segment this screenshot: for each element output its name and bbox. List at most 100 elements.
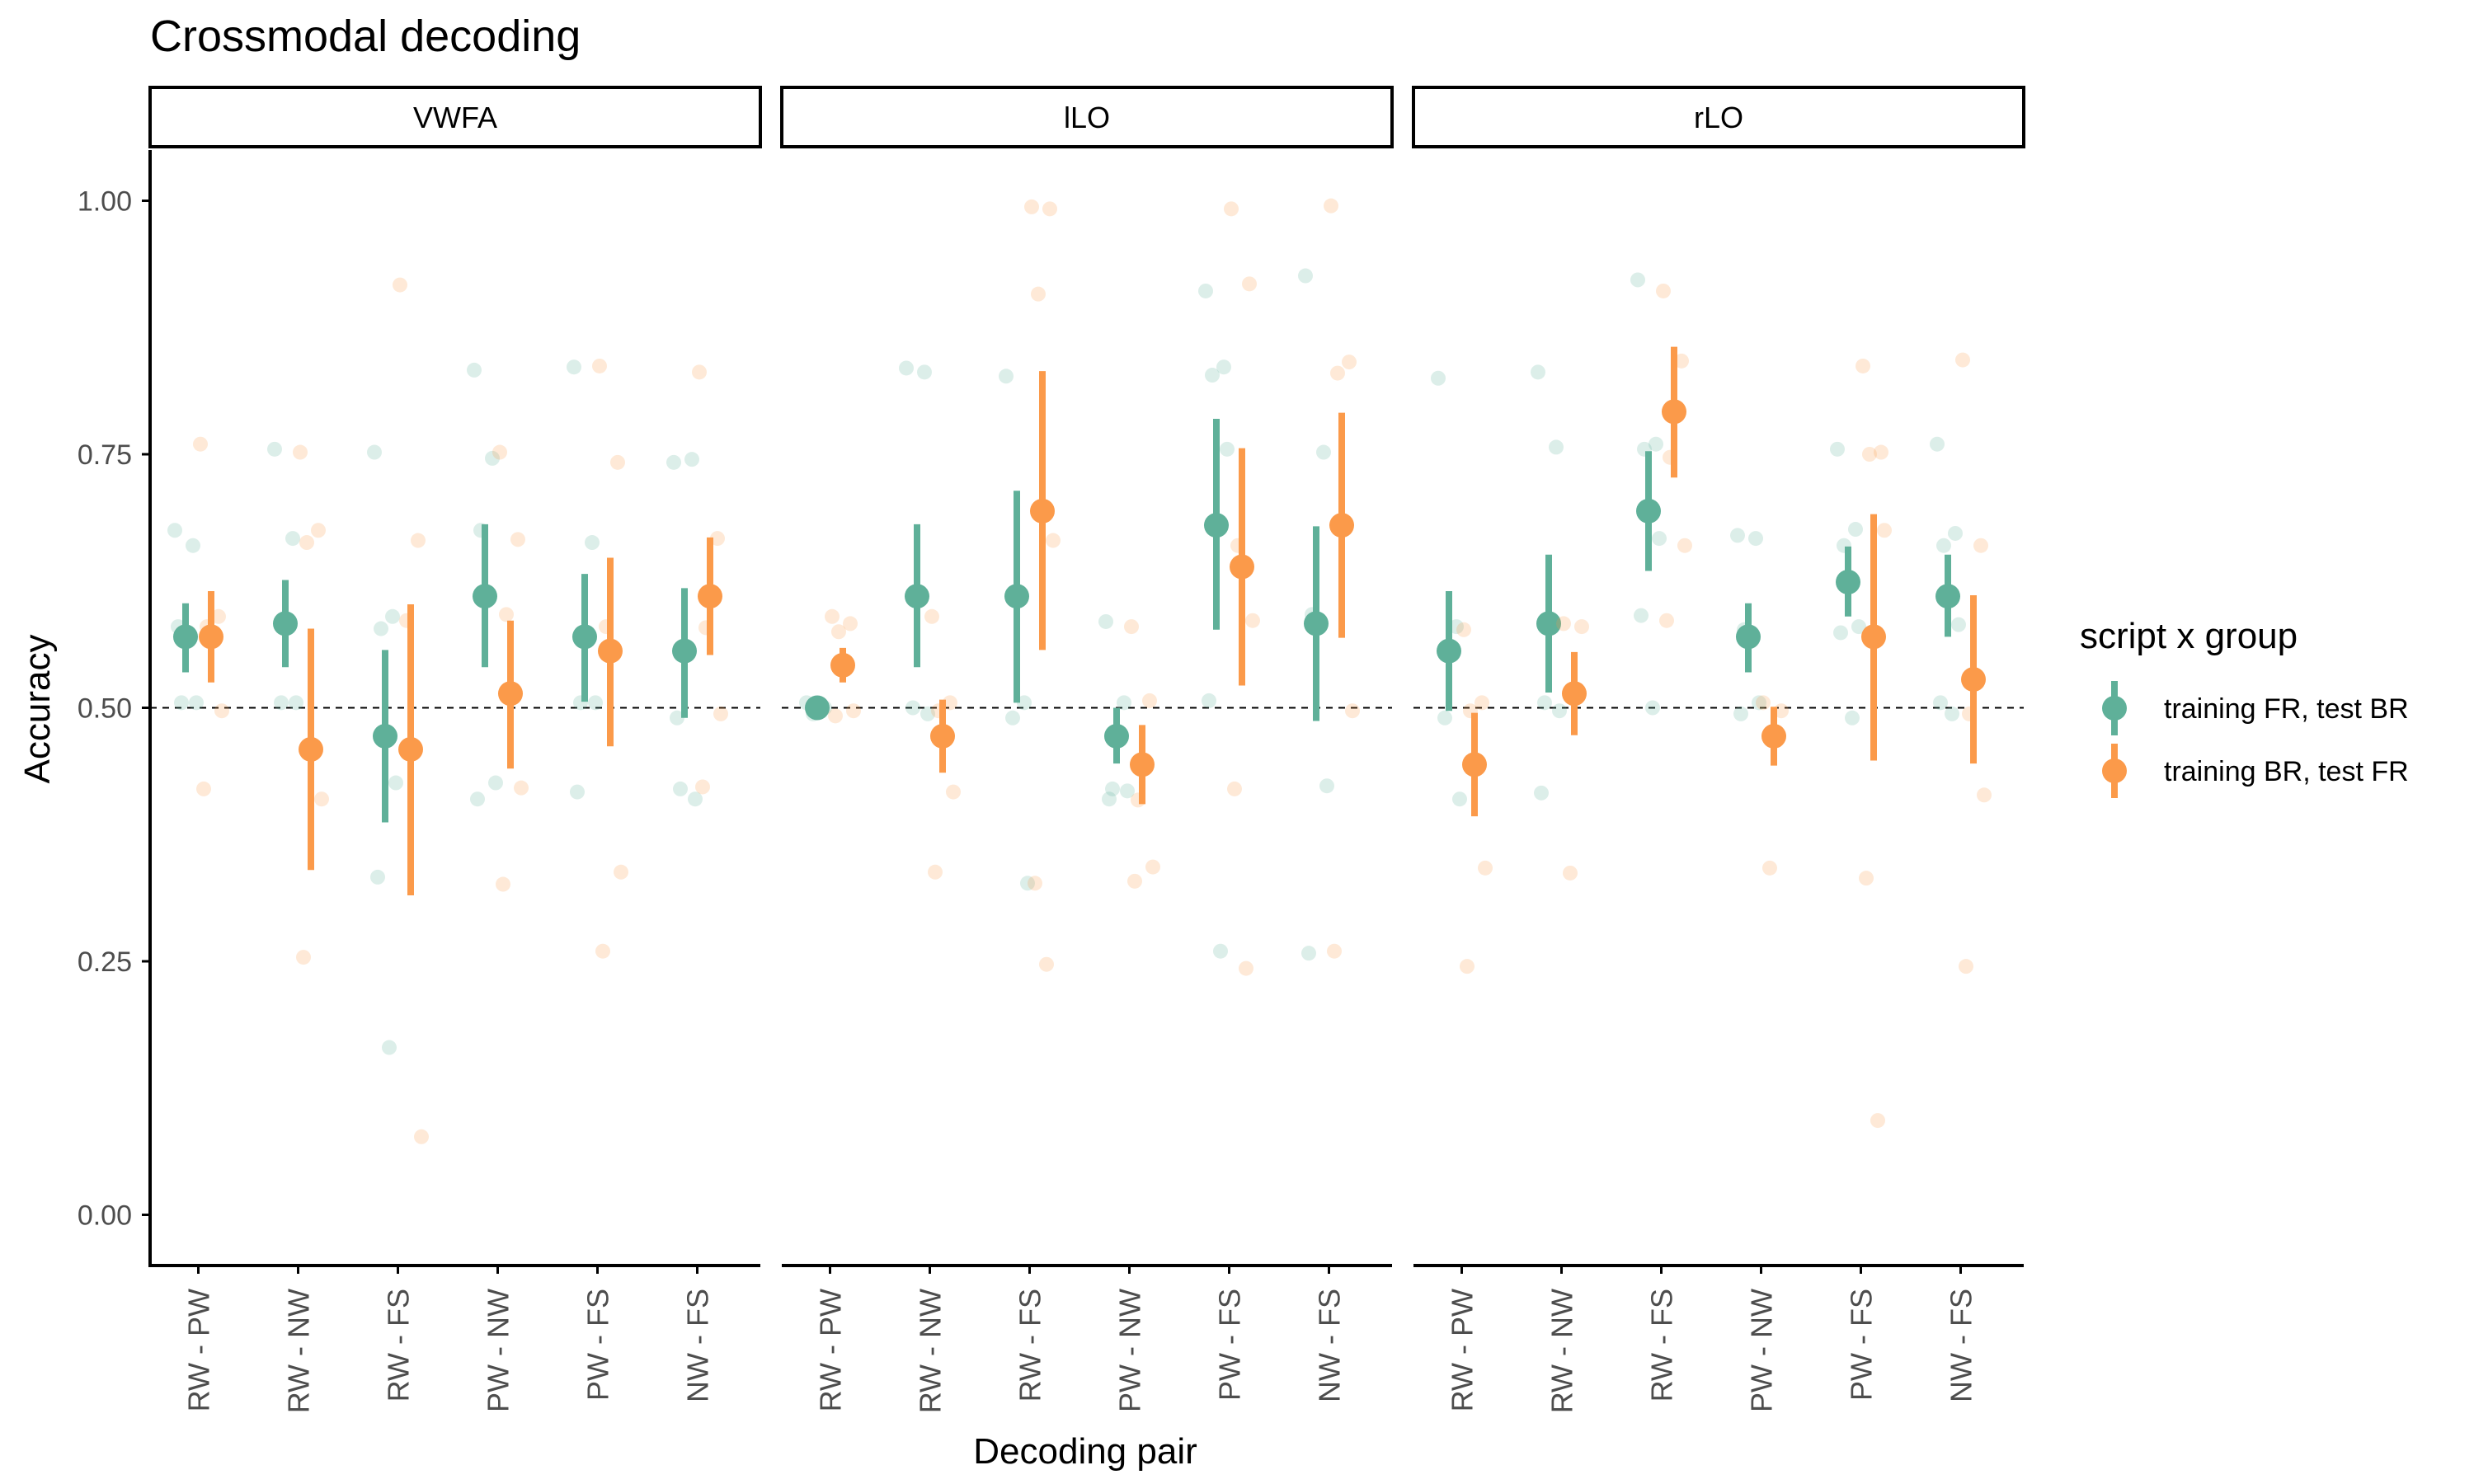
subject-point xyxy=(211,608,226,624)
subject-point xyxy=(1145,859,1160,875)
legend: script x group training FR, test BR train… xyxy=(2080,616,2409,798)
mean-point xyxy=(473,584,497,609)
subject-point xyxy=(1563,865,1578,881)
x-tick-label: RW - PW xyxy=(182,1289,216,1411)
x-tick-label: PW - FS xyxy=(1213,1289,1247,1401)
subject-point xyxy=(367,444,382,460)
x-tick-label: NW - FS xyxy=(1945,1289,1978,1402)
subject-point xyxy=(1124,619,1139,635)
subject-point xyxy=(1239,960,1253,976)
mean-point xyxy=(1130,752,1155,777)
mean-point xyxy=(1230,554,1254,580)
subject-point xyxy=(825,608,840,624)
subject-point xyxy=(1102,791,1117,807)
subject-point xyxy=(1042,201,1057,217)
subject-point xyxy=(1677,538,1692,553)
series-br-fr xyxy=(193,277,728,1144)
subject-point xyxy=(299,535,314,551)
x-tick-label: RW - PW xyxy=(1446,1289,1479,1411)
mean-point xyxy=(1462,752,1487,777)
subject-point xyxy=(673,781,688,796)
subject-point xyxy=(899,360,914,376)
subject-point xyxy=(1245,613,1260,628)
subject-point xyxy=(411,533,426,548)
subject-point xyxy=(499,607,514,622)
subject-point xyxy=(1117,695,1131,711)
subject-point xyxy=(1877,523,1892,538)
subject-point xyxy=(393,277,407,293)
y-tick-label: 1.00 xyxy=(78,186,132,218)
mean-point xyxy=(905,584,929,609)
subject-point xyxy=(1534,785,1549,801)
x-tick-label: RW - FS xyxy=(1645,1289,1679,1402)
x-tick-label: NW - FS xyxy=(681,1289,715,1402)
subject-point xyxy=(1656,283,1671,298)
subject-point xyxy=(843,616,858,632)
subject-point xyxy=(196,781,211,796)
subject-point xyxy=(1216,359,1231,375)
subject-point xyxy=(388,775,403,791)
subject-point xyxy=(1933,695,1948,711)
subject-point xyxy=(1005,710,1020,726)
x-tick-label: PW - FS xyxy=(1845,1289,1879,1401)
subject-point xyxy=(1224,201,1239,217)
x-tick-label: RW - NW xyxy=(914,1289,948,1413)
x-tick-label: PW - NW xyxy=(1113,1289,1147,1412)
panel-llo: lLO RW - PW RW - NW RW - FS PW - NW PW - FS NW… xyxy=(780,86,1394,1413)
subject-point xyxy=(1730,528,1745,543)
x-tick-label: RW - PW xyxy=(814,1289,848,1411)
subject-point xyxy=(1242,276,1257,292)
mean-point xyxy=(1961,667,1986,693)
subject-point xyxy=(1105,781,1120,796)
subject-point xyxy=(570,784,585,800)
subject-point xyxy=(1345,703,1360,719)
y-axis-title: Accuracy xyxy=(17,635,58,784)
subject-point xyxy=(496,876,510,892)
subject-point xyxy=(595,943,610,959)
subject-point xyxy=(370,869,385,885)
subject-point xyxy=(1142,693,1157,708)
subject-point xyxy=(831,624,846,640)
subject-point xyxy=(467,362,482,378)
y-tick-label: 0.75 xyxy=(78,439,132,471)
subject-point xyxy=(928,864,943,880)
subject-point xyxy=(1552,703,1567,719)
mean-point xyxy=(1304,611,1329,636)
subject-point xyxy=(1634,608,1649,623)
subject-point xyxy=(1227,781,1242,796)
y-tick-label: 0.25 xyxy=(78,946,132,978)
subject-point xyxy=(1020,876,1035,891)
subject-point xyxy=(684,452,699,467)
subject-point xyxy=(1028,876,1042,891)
subject-point xyxy=(905,700,920,716)
x-tick-label: RW - NW xyxy=(1545,1289,1579,1413)
x-tick-label: PW - FS xyxy=(581,1289,615,1401)
mean-point xyxy=(1437,638,1461,664)
subject-point xyxy=(1874,444,1888,460)
subject-point xyxy=(1202,693,1216,708)
subject-point xyxy=(567,359,581,375)
subject-point xyxy=(1098,613,1113,629)
subject-point xyxy=(311,523,326,538)
subject-point xyxy=(289,695,303,711)
panel-strip-label: rLO xyxy=(1694,101,1743,134)
x-tick-label: PW - NW xyxy=(1745,1289,1779,1412)
mean-point xyxy=(1536,611,1561,636)
subject-point xyxy=(1856,358,1870,373)
subject-point xyxy=(1674,353,1689,369)
mean-point xyxy=(398,736,423,762)
subject-point xyxy=(1298,268,1313,284)
subject-point xyxy=(592,358,607,373)
subject-point xyxy=(1845,710,1860,726)
subject-point xyxy=(414,1129,429,1144)
mean-point xyxy=(299,736,323,762)
subject-point xyxy=(846,703,861,719)
subject-point xyxy=(1959,959,1973,974)
subject-point xyxy=(1316,444,1331,460)
subject-point xyxy=(1649,436,1663,452)
panel-strip xyxy=(1412,86,2025,148)
mean-point xyxy=(1329,513,1354,538)
subject-point xyxy=(1870,1113,1885,1129)
subject-point xyxy=(1449,619,1464,635)
